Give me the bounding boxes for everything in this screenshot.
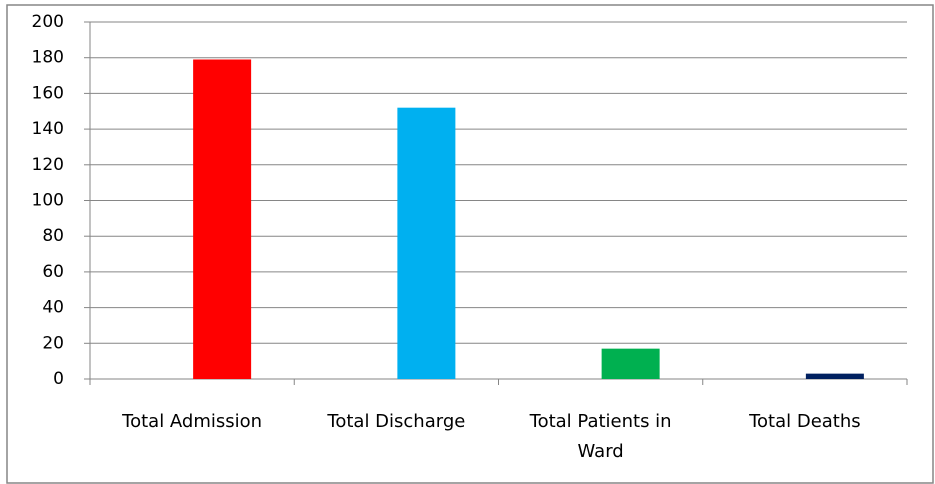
x-tick-label: Total Deaths: [749, 411, 861, 432]
x-tick-label: Total Patients in Ward: [529, 411, 672, 462]
y-tick-label: 200: [32, 12, 64, 32]
bar: [193, 59, 252, 380]
bar: [805, 373, 864, 379]
y-tick-label: 100: [32, 191, 64, 211]
x-tick-label: Total Admission: [122, 411, 263, 432]
chart-border: [6, 4, 934, 484]
y-tick-label: 20: [42, 333, 64, 353]
bar: [601, 348, 660, 379]
y-tick-label: 0: [53, 369, 64, 389]
bar: [397, 107, 456, 380]
y-tick-label: 60: [42, 262, 64, 282]
y-tick-label: 140: [32, 119, 64, 139]
x-tick-label: Total Discharge: [327, 411, 466, 432]
y-tick-label: 80: [42, 226, 64, 246]
y-tick-label: 40: [42, 298, 64, 318]
y-tick-label: 180: [32, 48, 64, 68]
y-tick-label: 160: [32, 83, 64, 103]
y-tick-label: 120: [32, 155, 64, 175]
